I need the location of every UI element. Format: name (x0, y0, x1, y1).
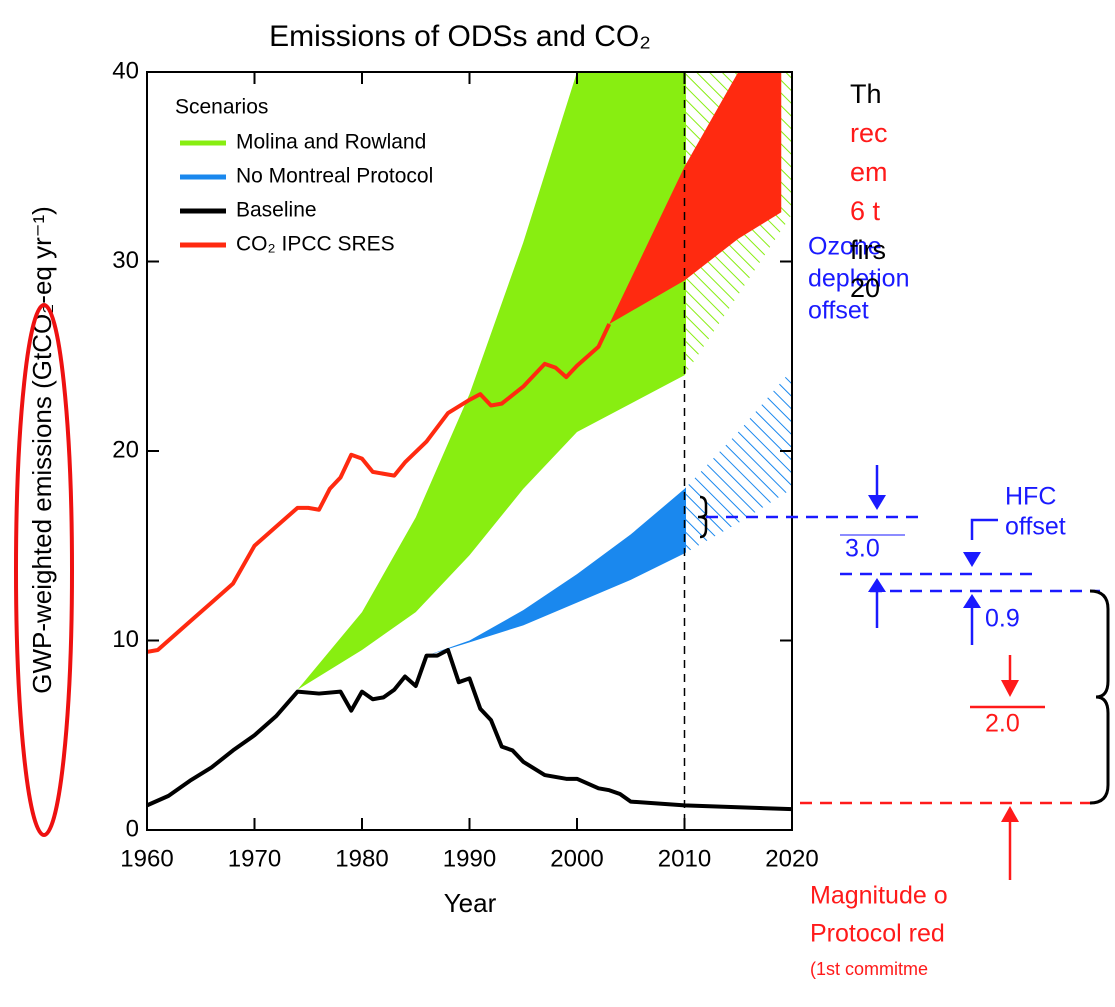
band (297, 72, 686, 690)
annotation-lines (697, 465, 1110, 880)
plot-area (147, 72, 792, 812)
highlight-ellipse (14, 303, 74, 837)
annotation: Magnitude o (810, 882, 948, 910)
band (426, 487, 686, 656)
x-tick-label: 1960 (120, 845, 173, 872)
side-text: rec (850, 118, 888, 148)
band-hatched (686, 369, 792, 553)
legend-label: No Montreal Protocol (236, 165, 433, 188)
y-tick-label: 30 (112, 247, 139, 274)
annotation: offset (808, 297, 869, 325)
legend-label: CO₂ IPCC SRES (236, 233, 395, 256)
side-text: Th (850, 79, 882, 109)
line (147, 647, 792, 812)
chart-title: Emissions of ODSs and CO₂ (269, 20, 651, 53)
y-tick-label: 40 (112, 57, 139, 84)
annotation: Protocol red (810, 920, 945, 948)
x-axis-label: Year (444, 888, 497, 918)
legend-label: Molina and Rowland (236, 131, 426, 154)
plot-frame (146, 71, 793, 831)
y-tick-label: 0 (126, 815, 139, 842)
annotation-value: 0.9 (985, 605, 1020, 633)
annotation: HFC (1005, 483, 1056, 511)
side-text: 20 (850, 273, 880, 303)
y-tick-label: 10 (112, 626, 139, 653)
annotation-value: 3.0 (845, 535, 880, 563)
x-tick-label: 1990 (443, 845, 496, 872)
x-tick-label: 2010 (658, 845, 711, 872)
legend-label: Baseline (236, 199, 317, 222)
annotation: depletion (808, 265, 909, 293)
band (609, 72, 782, 325)
side-text: 6 t (850, 196, 881, 226)
x-tick-label: 1980 (335, 845, 388, 872)
x-tick-label: 1970 (228, 845, 281, 872)
side-text: firs (850, 235, 886, 265)
annotation: (1st commitme (810, 959, 928, 979)
x-tick-label: 2020 (765, 845, 818, 872)
x-tick-label: 2000 (550, 845, 603, 872)
annotation-value: 2.0 (985, 710, 1020, 738)
legend-title: Scenarios (175, 96, 268, 119)
line (147, 323, 612, 654)
annotation: Ozone (808, 233, 882, 261)
side-text: em (850, 157, 888, 187)
y-tick-label: 20 (112, 436, 139, 463)
annotation: offset (1005, 513, 1066, 541)
y-axis-label: GWP-weighted emissions (GtCO₂-eq yr⁻¹) (27, 206, 57, 694)
